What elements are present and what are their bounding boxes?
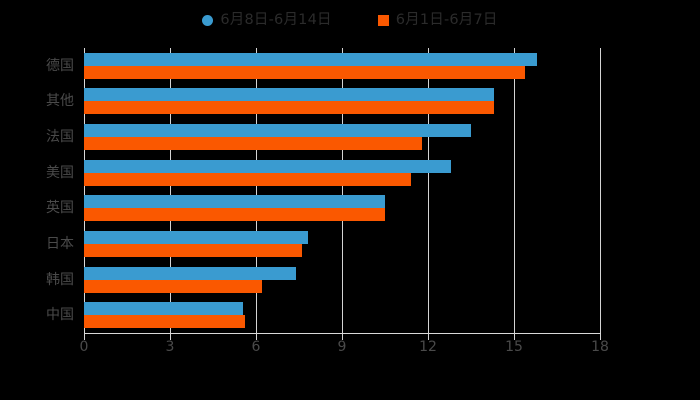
bar-series-1[interactable]: [84, 302, 244, 316]
x-axis-tick-mark: [84, 334, 85, 340]
bar-series-1[interactable]: [84, 88, 494, 102]
y-axis-label: 中国: [46, 307, 74, 324]
x-axis-tick-label: 0: [79, 339, 89, 355]
y-axis-label: 其他: [46, 93, 74, 110]
bar-series-2[interactable]: [84, 65, 526, 79]
chart-legend: 6月8日-6月14日 6月1日-6月7日: [0, 8, 700, 32]
bar-series-2[interactable]: [84, 243, 302, 257]
gridline: [342, 48, 343, 333]
x-axis-tick-mark: [256, 334, 257, 340]
bar-series-1[interactable]: [84, 52, 537, 66]
legend-item-label: 6月1日-6月7日: [395, 11, 498, 28]
legend-circle-marker-icon: [202, 14, 214, 26]
legend-item-series-1[interactable]: 6月8日-6月14日: [202, 11, 332, 28]
y-axis-label: 英国: [46, 200, 74, 217]
bar-series-1[interactable]: [84, 124, 471, 138]
x-axis-tick-mark: [600, 334, 601, 340]
legend-item-label: 6月8日-6月14日: [220, 11, 332, 28]
x-axis-tick-label: 9: [337, 339, 347, 355]
y-axis-label: 法国: [46, 129, 74, 146]
gridline: [600, 48, 601, 333]
bar-series-1[interactable]: [84, 230, 308, 244]
legend-square-marker-icon: [377, 14, 389, 26]
y-axis-labels: 德国其他法国美国英国日本韩国中国: [0, 48, 74, 333]
y-axis-label: 日本: [46, 235, 74, 252]
gridline: [256, 48, 257, 333]
x-axis-tick-mark: [428, 334, 429, 340]
y-axis-label: 美国: [46, 164, 74, 181]
x-axis-line: [84, 333, 601, 334]
y-axis-line: [84, 48, 85, 333]
x-axis-tick-mark: [342, 334, 343, 340]
x-axis-tick-label: 15: [505, 339, 523, 355]
y-axis-label: 德国: [46, 57, 74, 74]
x-axis-tick-mark: [514, 334, 515, 340]
y-axis-label: 韩国: [46, 271, 74, 288]
bar-series-2[interactable]: [84, 315, 245, 329]
gridline: [170, 48, 171, 333]
bar-series-1[interactable]: [84, 266, 297, 280]
bar-series-1[interactable]: [84, 159, 451, 173]
gridline: [428, 48, 429, 333]
x-axis-tick-label: 6: [251, 339, 261, 355]
gridline: [514, 48, 515, 333]
bar-series-1[interactable]: [84, 195, 385, 209]
bar-series-2[interactable]: [84, 208, 385, 222]
bar-series-2[interactable]: [84, 101, 494, 115]
bar-series-2[interactable]: [84, 137, 423, 151]
legend-item-series-2[interactable]: 6月1日-6月7日: [377, 11, 498, 28]
bar-series-2[interactable]: [84, 172, 411, 186]
bar-series-2[interactable]: [84, 279, 262, 293]
x-axis-tick-label: 12: [419, 339, 437, 355]
x-axis-tick-mark: [170, 334, 171, 340]
x-axis-tick-label: 18: [591, 339, 609, 355]
plot-area: [84, 48, 601, 333]
x-axis-tick-label: 3: [165, 339, 175, 355]
